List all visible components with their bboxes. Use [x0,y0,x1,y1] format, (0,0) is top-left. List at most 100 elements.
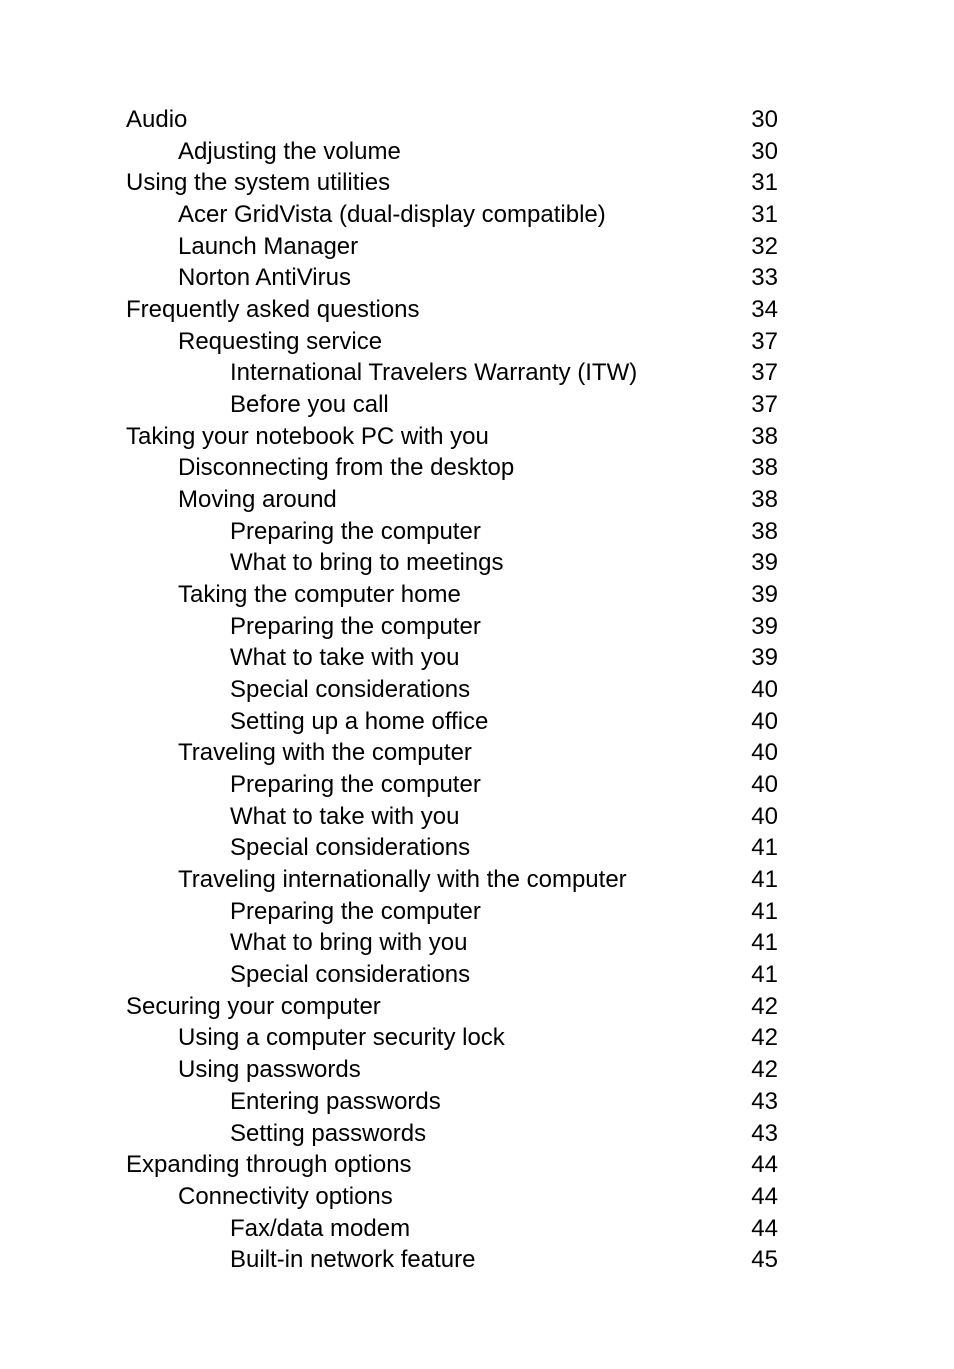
toc-entry[interactable]: Launch Manager32 [126,231,778,263]
toc-entry-title: Using the system utilities [126,167,736,199]
toc-entry-title: Acer GridVista (dual-display compatible) [178,199,736,231]
toc-entry-title: Expanding through options [126,1149,736,1181]
toc-entry[interactable]: Traveling internationally with the compu… [126,864,778,896]
toc-entry-page: 42 [736,1054,778,1086]
toc-entry-page: 38 [736,452,778,484]
toc-entry[interactable]: Acer GridVista (dual-display compatible)… [126,199,778,231]
toc-entry[interactable]: Preparing the computer39 [126,611,778,643]
toc-entry[interactable]: Traveling with the computer40 [126,737,778,769]
toc-entry[interactable]: Fax/data modem44 [126,1213,778,1245]
toc-entry-title: Entering passwords [230,1086,736,1118]
toc-entry-page: 43 [736,1086,778,1118]
toc-entry[interactable]: Disconnecting from the desktop38 [126,452,778,484]
toc-entry-page: 37 [736,326,778,358]
toc-entry-page: 40 [736,769,778,801]
toc-entry-page: 31 [736,199,778,231]
toc-entry-title: Special considerations [230,959,736,991]
toc-entry-page: 44 [736,1213,778,1245]
toc-entry-title: Traveling internationally with the compu… [178,864,736,896]
toc-entry-page: 42 [736,991,778,1023]
toc-entry[interactable]: Setting passwords43 [126,1118,778,1150]
toc-entry-page: 31 [736,167,778,199]
toc-entry-title: Securing your computer [126,991,736,1023]
toc-entry-title: Setting passwords [230,1118,736,1150]
toc-entry-page: 40 [736,737,778,769]
toc-entry-title: Requesting service [178,326,736,358]
toc-entry[interactable]: Norton AntiVirus33 [126,262,778,294]
toc-entry-page: 38 [736,484,778,516]
toc-entry-title: What to take with you [230,801,736,833]
toc-entry-title: Preparing the computer [230,516,736,548]
toc-entry[interactable]: Special considerations41 [126,832,778,864]
toc-entry-title: Using passwords [178,1054,736,1086]
toc-entry-title: Preparing the computer [230,769,736,801]
toc-entry-page: 43 [736,1118,778,1150]
toc-entry[interactable]: Built-in network feature45 [126,1244,778,1276]
toc-entry-page: 41 [736,832,778,864]
toc-entry-title: What to take with you [230,642,736,674]
toc-entry[interactable]: Taking the computer home39 [126,579,778,611]
toc-entry[interactable]: Connectivity options44 [126,1181,778,1213]
toc-entry-title: Taking your notebook PC with you [126,421,736,453]
toc-entry-title: What to bring to meetings [230,547,736,579]
toc-entry[interactable]: Using the system utilities31 [126,167,778,199]
toc-entry-page: 40 [736,706,778,738]
toc-entry-title: Traveling with the computer [178,737,736,769]
toc-entry[interactable]: Preparing the computer41 [126,896,778,928]
toc-entry-page: 37 [736,389,778,421]
toc-entry-title: Preparing the computer [230,896,736,928]
toc-entry[interactable]: International Travelers Warranty (ITW)37 [126,357,778,389]
toc-entry-page: 40 [736,674,778,706]
toc-entry-page: 34 [736,294,778,326]
toc-entry[interactable]: Adjusting the volume30 [126,136,778,168]
toc-entry[interactable]: What to bring to meetings39 [126,547,778,579]
toc-entry[interactable]: What to bring with you41 [126,927,778,959]
toc-entry-title: What to bring with you [230,927,736,959]
toc-entry-page: 32 [736,231,778,263]
toc-entry[interactable]: What to take with you40 [126,801,778,833]
toc-entry-title: Before you call [230,389,736,421]
toc-entry-title: Taking the computer home [178,579,736,611]
toc-entry-title: Norton AntiVirus [178,262,736,294]
toc-entry[interactable]: Taking your notebook PC with you38 [126,421,778,453]
toc-entry[interactable]: Entering passwords43 [126,1086,778,1118]
toc-entry[interactable]: Special considerations41 [126,959,778,991]
toc-entry-title: Launch Manager [178,231,736,263]
toc-entry-page: 44 [736,1149,778,1181]
toc-entry[interactable]: Setting up a home office40 [126,706,778,738]
toc-entry[interactable]: Before you call37 [126,389,778,421]
toc-entry[interactable]: Using passwords42 [126,1054,778,1086]
toc-entry[interactable]: Expanding through options44 [126,1149,778,1181]
toc-entry-title: Special considerations [230,674,736,706]
toc-entry-page: 41 [736,864,778,896]
toc-entry[interactable]: Preparing the computer40 [126,769,778,801]
toc-entry-title: Preparing the computer [230,611,736,643]
toc-entry-page: 39 [736,611,778,643]
toc-entry-title: Disconnecting from the desktop [178,452,736,484]
toc-entry[interactable]: Audio30 [126,104,778,136]
toc-entry-title: Special considerations [230,832,736,864]
toc-entry-page: 30 [736,136,778,168]
toc-entry-title: Frequently asked questions [126,294,736,326]
toc-entry-title: Setting up a home office [230,706,736,738]
toc-entry-page: 45 [736,1244,778,1276]
toc-entry[interactable]: What to take with you39 [126,642,778,674]
toc-entry[interactable]: Preparing the computer38 [126,516,778,548]
toc-entry-page: 39 [736,579,778,611]
toc-entry-page: 41 [736,959,778,991]
toc-entry-page: 41 [736,927,778,959]
toc-entry[interactable]: Special considerations40 [126,674,778,706]
toc-entry-page: 37 [736,357,778,389]
toc-entry[interactable]: Frequently asked questions34 [126,294,778,326]
toc-entry-title: Moving around [178,484,736,516]
toc-entry[interactable]: Securing your computer42 [126,991,778,1023]
toc-page: Audio30Adjusting the volume30Using the s… [0,0,954,1276]
toc-entry-page: 39 [736,547,778,579]
toc-entry[interactable]: Using a computer security lock42 [126,1022,778,1054]
toc-entry-title: International Travelers Warranty (ITW) [230,357,736,389]
toc-entry-page: 41 [736,896,778,928]
toc-entry-page: 39 [736,642,778,674]
toc-entry[interactable]: Requesting service37 [126,326,778,358]
toc-entry[interactable]: Moving around38 [126,484,778,516]
toc-entry-page: 44 [736,1181,778,1213]
